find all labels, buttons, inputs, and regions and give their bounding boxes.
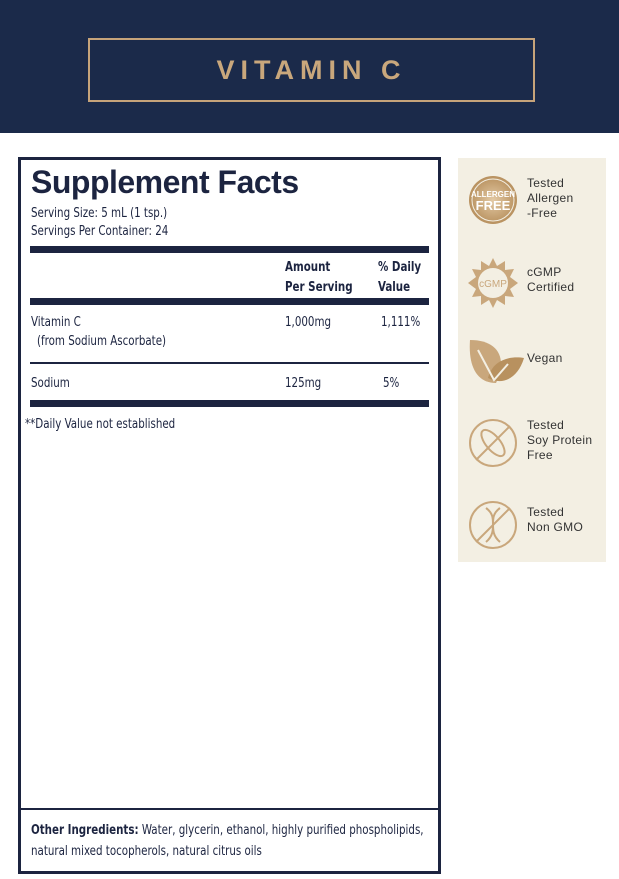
badge-vegan: Vegan [458, 333, 606, 393]
cgmp-seal-icon: cGMP [468, 258, 518, 308]
facts-title: Supplement Facts [31, 164, 299, 200]
badge-soy-free: Tested Soy Protein Free [458, 413, 606, 473]
badge-label: Tested Non GMO [527, 505, 584, 534]
badge-label: cGMP Certified [527, 265, 575, 294]
no-soy-icon [469, 419, 517, 467]
supplement-facts-panel: Supplement Facts Serving Size: 5 mL (1 t… [18, 157, 441, 874]
other-ingredients-label: Other Ingredients: [31, 823, 139, 838]
badge-allergen-free: ALLERGEN FREE Tested Allergen -Free [458, 170, 606, 230]
other-ingredients-text: Water, glycerin, ethanol, highly purifie… [31, 823, 424, 859]
nutrient-daily-value: 1,111% [381, 315, 421, 330]
divider-thin [30, 362, 429, 364]
leaf-icon [469, 340, 524, 383]
nutrient-daily-value: 5% [383, 376, 400, 391]
badge-label: Tested Allergen -Free [527, 176, 574, 220]
badge-non-gmo: Tested Non GMO [458, 495, 606, 555]
column-header-daily-value: % Daily Value [378, 260, 422, 295]
divider-thick [30, 246, 429, 253]
header-banner: VITAMIN C [0, 0, 619, 133]
svg-text:cGMP: cGMP [479, 279, 507, 290]
svg-text:FREE: FREE [476, 198, 511, 213]
serving-size: Serving Size: 5 mL (1 tsp.) [31, 206, 168, 221]
nutrient-amount: 1,000mg [285, 315, 332, 330]
servings-per-container: Servings Per Container: 24 [31, 224, 169, 239]
nutrient-source: (from Sodium Ascorbate) [37, 334, 167, 349]
svg-text:ALLERGEN: ALLERGEN [471, 190, 515, 199]
badge-cgmp: cGMP cGMP Certified [458, 253, 606, 313]
badge-label: Tested Soy Protein Free [527, 418, 593, 462]
product-title: VITAMIN C [216, 54, 407, 85]
no-gmo-dna-icon [469, 501, 517, 549]
footnote: **Daily Value not established [25, 417, 176, 432]
other-ingredients: Other Ingredients: Water, glycerin, etha… [21, 808, 438, 872]
nutrient-name: Vitamin C [31, 315, 81, 330]
nutrient-amount: 125mg [285, 376, 322, 391]
divider-thick [30, 298, 429, 305]
badge-label: Vegan [527, 351, 563, 365]
title-frame: VITAMIN C [88, 38, 535, 102]
column-header-amount: Amount Per Serving [285, 260, 353, 295]
nutrient-name: Sodium [31, 376, 70, 391]
certification-badges: ALLERGEN FREE Tested Allergen -Free cGMP cG… [458, 158, 606, 562]
divider-thick [30, 400, 429, 407]
